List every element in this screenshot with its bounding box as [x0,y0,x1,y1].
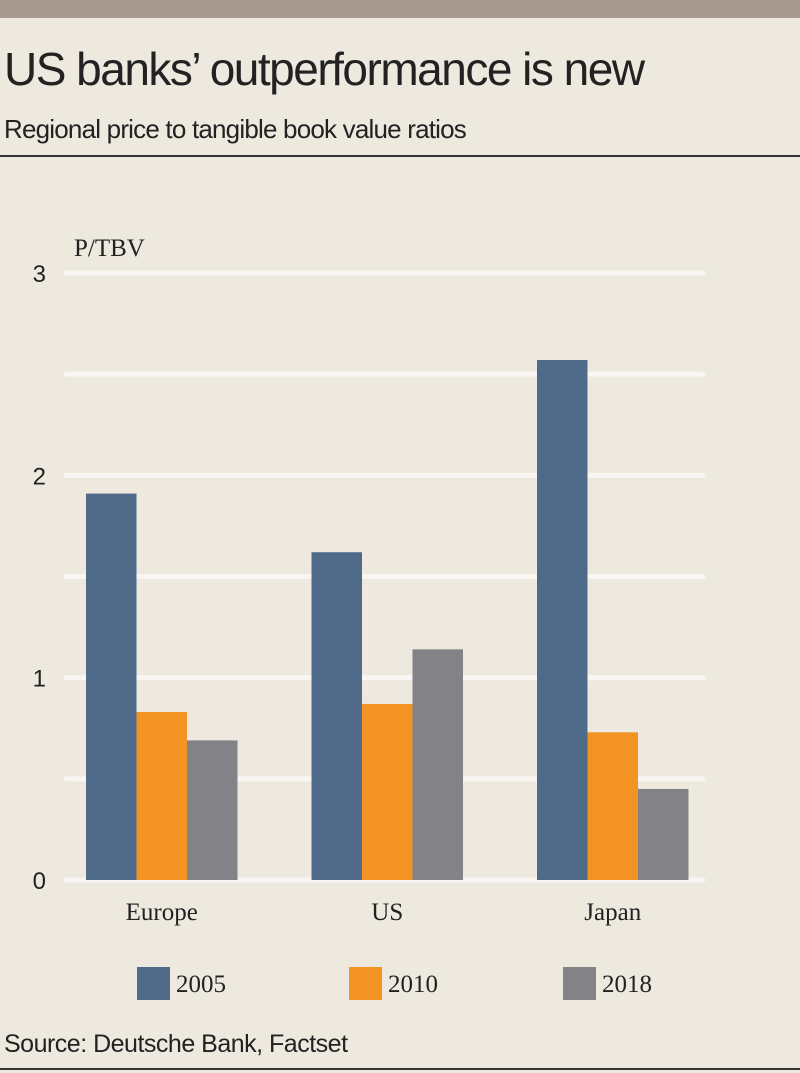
x-tick-label: US [371,899,403,926]
bar-japan-2018 [638,788,689,880]
legend-label-2010: 2010 [388,971,438,998]
footer-divider [0,1068,800,1070]
legend-swatch-2018 [563,967,596,1000]
y-tick-label: 3 [33,261,46,288]
x-tick-label: Japan [584,899,641,926]
y-tick-label: 1 [33,666,46,693]
bar-europe-2010 [136,712,187,880]
bar-us-2018 [412,649,463,880]
header-divider [0,155,800,157]
bar-japan-2010 [587,732,638,880]
legend-label-2018: 2018 [602,971,652,998]
bar-europe-2018 [187,740,238,880]
chart-title: US banks’ outperformance is new [4,43,645,95]
top-accent-bar [0,0,800,18]
y-tick-label: 0 [33,868,46,895]
bar-europe-2005 [86,493,137,880]
bar-us-2010 [362,703,413,880]
source-note: Source: Deutsche Bank, Factset [4,1030,348,1058]
bar-japan-2005 [537,360,588,881]
legend-swatch-2005 [137,967,170,1000]
y-axis-label: P/TBV [74,235,145,262]
y-tick-label: 2 [33,463,46,490]
chart-subtitle: Regional price to tangible book value ra… [4,114,467,144]
x-tick-label: Europe [126,899,198,926]
legend-label-2005: 2005 [176,971,226,998]
bar-us-2005 [311,552,362,880]
legend-swatch-2010 [349,967,382,1000]
